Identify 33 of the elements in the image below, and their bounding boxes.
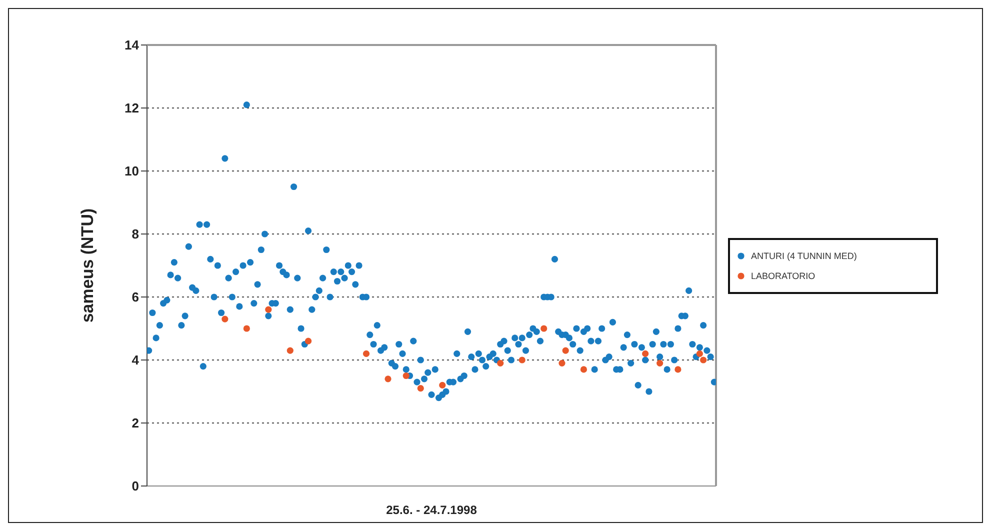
legend-label: LABORATORIO [751,270,816,283]
point [304,338,312,344]
point [700,356,707,364]
point [243,325,250,332]
point [384,376,392,382]
point [286,347,294,354]
point [222,316,228,322]
point [562,347,569,354]
y-tick-label: 0 [132,478,139,494]
y-tick-label: 2 [132,416,139,431]
point [402,372,410,380]
point [518,356,526,364]
y-tick-label: 14 [124,38,140,53]
legend-label: ANTURI (4 TUNNIN MED) [751,250,857,263]
y-tick-label: 10 [124,164,139,179]
y-axis-title: sameus (NTU) [78,208,98,323]
point [696,350,703,357]
point [439,382,446,388]
y-tick-label: 4 [132,352,140,368]
point [265,306,272,313]
point [642,350,649,357]
y-tick-label: 6 [132,290,139,305]
point [656,360,664,366]
point [674,366,682,373]
y-tick-label: 12 [124,100,139,116]
x-axis-title: 25.6. - 24.7.1998 [386,503,478,517]
point [362,350,370,357]
point [417,385,424,392]
point [558,360,566,366]
y-tick-label: 8 [132,226,139,242]
point [497,360,504,366]
point [540,325,548,332]
point [580,366,588,373]
